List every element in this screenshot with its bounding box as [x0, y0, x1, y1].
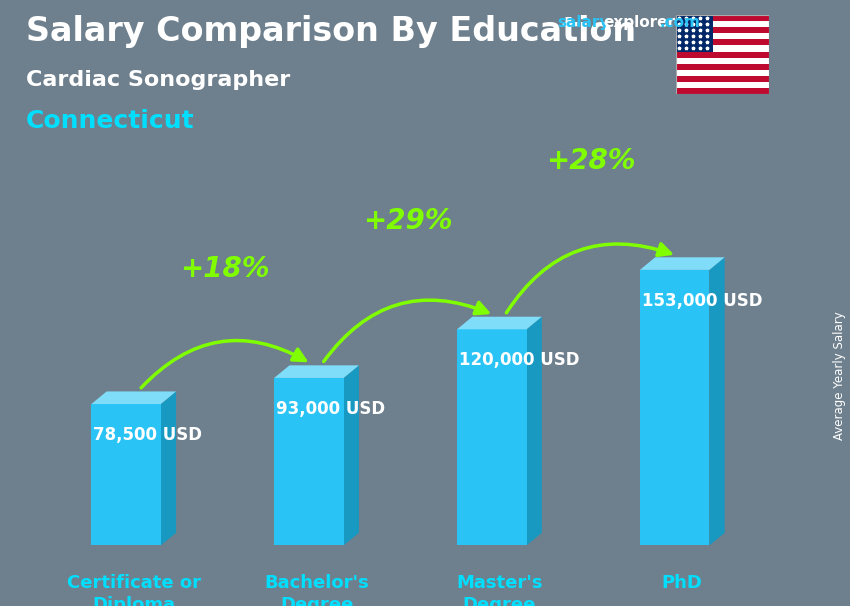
Text: explorer: explorer: [604, 15, 676, 30]
Text: .com: .com: [660, 15, 700, 30]
Bar: [676, 15, 769, 21]
Bar: [676, 52, 769, 58]
Polygon shape: [275, 365, 359, 378]
Polygon shape: [640, 258, 725, 270]
Text: Average Yearly Salary: Average Yearly Salary: [833, 311, 846, 440]
Bar: [676, 70, 769, 76]
Polygon shape: [343, 365, 359, 545]
Bar: [676, 33, 769, 39]
Bar: [275, 378, 343, 545]
Bar: [676, 82, 769, 88]
Text: PhD: PhD: [662, 574, 703, 592]
Bar: [676, 64, 769, 70]
Bar: [676, 21, 769, 27]
Text: Cardiac Sonographer: Cardiac Sonographer: [26, 70, 290, 90]
Text: 78,500 USD: 78,500 USD: [94, 426, 202, 444]
Text: Salary Comparison By Education: Salary Comparison By Education: [26, 15, 636, 48]
Text: +18%: +18%: [180, 255, 270, 284]
Text: 120,000 USD: 120,000 USD: [459, 351, 580, 370]
Text: Bachelor's
Degree: Bachelor's Degree: [264, 574, 369, 606]
Polygon shape: [457, 317, 541, 329]
Bar: [676, 39, 769, 45]
Bar: [676, 76, 769, 82]
Text: 93,000 USD: 93,000 USD: [276, 400, 385, 418]
Text: Master's
Degree: Master's Degree: [456, 574, 542, 606]
Polygon shape: [710, 258, 725, 545]
Text: 153,000 USD: 153,000 USD: [642, 292, 762, 310]
Bar: [457, 329, 526, 545]
Text: Connecticut: Connecticut: [26, 109, 194, 133]
Text: +29%: +29%: [363, 207, 453, 235]
Bar: [676, 15, 713, 52]
Bar: [676, 88, 769, 94]
Polygon shape: [161, 391, 176, 545]
Polygon shape: [526, 317, 541, 545]
Text: +28%: +28%: [546, 147, 636, 175]
Bar: [676, 27, 769, 33]
Bar: [676, 45, 769, 52]
Bar: [91, 404, 161, 545]
Bar: [640, 270, 710, 545]
Bar: [676, 58, 769, 64]
Text: Certificate or
Diploma: Certificate or Diploma: [66, 574, 201, 606]
Polygon shape: [91, 391, 176, 404]
Text: salary: salary: [557, 15, 609, 30]
